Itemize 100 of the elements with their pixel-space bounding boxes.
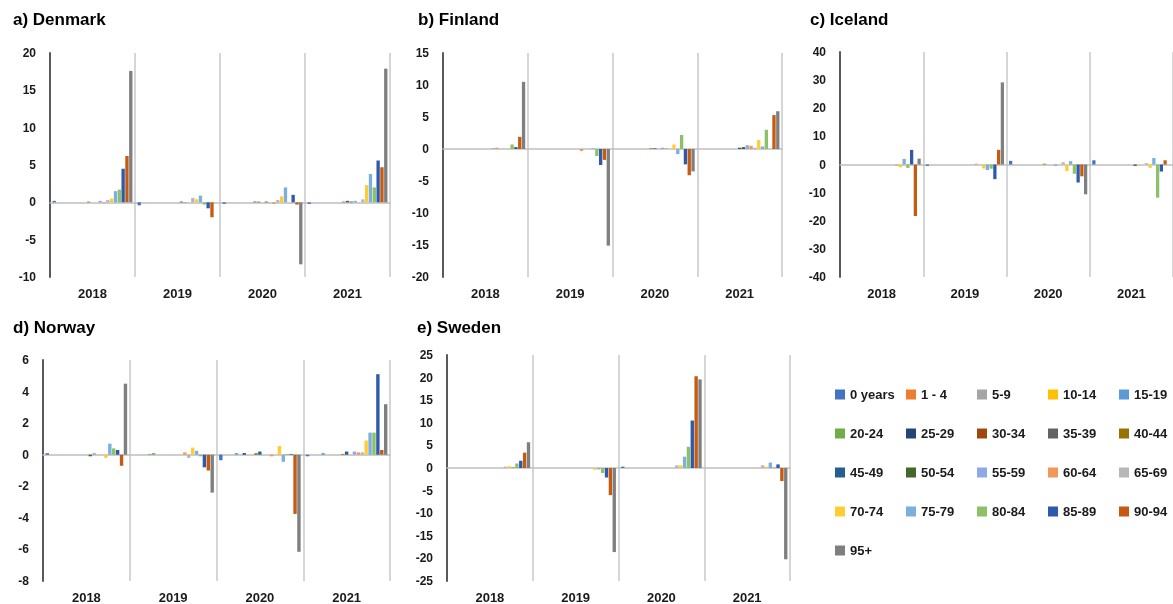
bar <box>917 158 921 165</box>
x-tick-label: 2018 <box>470 286 500 301</box>
bar <box>1009 160 1013 165</box>
bar <box>1068 161 1073 165</box>
bar <box>376 160 380 203</box>
y-tick-label: 0 <box>422 142 430 156</box>
legend-label: 75-79 <box>921 504 955 519</box>
legend-label: 85-89 <box>1063 504 1097 519</box>
x-tick-label: 2021 <box>332 590 362 604</box>
y-tick-label: 25 <box>419 348 434 362</box>
bar <box>989 164 993 169</box>
bar <box>384 68 388 203</box>
bar <box>772 115 776 149</box>
x-tick-label: 2020 <box>646 590 676 604</box>
bar <box>297 454 301 552</box>
y-tick-label: 10 <box>415 78 430 92</box>
y-tick-label: -20 <box>415 551 434 566</box>
legend-label: 0 years <box>850 387 895 402</box>
bar <box>906 164 910 168</box>
bar <box>219 454 223 461</box>
y-tick-label: -10 <box>18 270 37 284</box>
bar <box>1159 164 1163 172</box>
bar <box>757 140 761 149</box>
bar <box>1163 160 1167 165</box>
y-tick-label: 5 <box>422 110 430 124</box>
legend-label: 70-74 <box>850 504 885 519</box>
y-tick-label: -10 <box>415 506 434 521</box>
y-tick-label: -40 <box>808 270 827 284</box>
legend-label: 65-69 <box>1134 465 1168 480</box>
x-tick-label: 2021 <box>725 286 755 301</box>
bar <box>1065 164 1069 171</box>
bar <box>121 168 125 203</box>
bar <box>202 202 206 205</box>
y-tick-label: -30 <box>808 241 827 256</box>
legend-label: 95+ <box>850 543 873 558</box>
bar <box>380 449 384 455</box>
x-tick-label: 2020 <box>640 286 670 301</box>
bar <box>679 465 683 468</box>
y-tick-label: -15 <box>411 238 430 252</box>
y-tick-label: -4 <box>18 510 30 525</box>
legend-label: 60-64 <box>1063 465 1098 480</box>
y-tick-label: -20 <box>411 270 430 284</box>
bar <box>694 376 698 468</box>
bar <box>210 454 214 493</box>
bar <box>599 149 603 165</box>
bar <box>1000 82 1004 165</box>
legend-label: 40-44 <box>1134 426 1169 441</box>
y-tick-label: 15 <box>22 83 37 98</box>
y-tick-label: -25 <box>415 574 434 588</box>
y-tick-label: 6 <box>22 353 30 367</box>
y-tick-label: 40 <box>812 45 827 59</box>
legend-label: 30-34 <box>992 426 1027 441</box>
y-tick-label: 20 <box>22 46 37 60</box>
legend-label: 80-84 <box>992 504 1027 519</box>
bar <box>526 442 531 468</box>
x-tick-label: 2021 <box>333 286 362 301</box>
bar <box>913 164 917 216</box>
x-tick-label: 2018 <box>78 286 107 301</box>
bar <box>356 452 361 455</box>
bar <box>277 446 282 455</box>
bar <box>672 144 676 149</box>
y-tick-label: -2 <box>18 479 30 494</box>
bar <box>760 146 765 149</box>
y-tick-label: 20 <box>812 101 827 116</box>
legend-label: 50-54 <box>921 465 956 480</box>
x-tick-label: 2018 <box>71 590 101 604</box>
bar <box>137 202 141 206</box>
y-tick-label: -15 <box>415 528 434 543</box>
bar <box>993 164 997 180</box>
legend-label: 35-39 <box>1063 426 1097 441</box>
bar <box>112 448 116 455</box>
bar <box>1076 164 1080 183</box>
legend-label: 90-94 <box>1134 504 1169 519</box>
bar <box>129 70 133 203</box>
y-tick-label: 20 <box>419 370 434 385</box>
bar <box>1148 164 1152 168</box>
bar <box>364 440 368 455</box>
bar <box>293 454 297 514</box>
bar <box>372 187 376 203</box>
y-tick-label: -6 <box>18 542 30 557</box>
legend-label: 10-14 <box>1063 387 1098 402</box>
y-tick-label: -10 <box>808 185 827 200</box>
bar <box>909 149 914 165</box>
y-tick-label: -20 <box>808 213 827 228</box>
chart-title: a) Denmark <box>13 10 107 29</box>
bar <box>518 136 522 149</box>
bar <box>115 449 120 455</box>
y-tick-label: -5 <box>25 232 37 247</box>
bar <box>515 463 519 468</box>
bar <box>283 187 288 203</box>
bar <box>258 451 262 455</box>
bar <box>279 196 284 203</box>
bar <box>210 202 214 218</box>
bar <box>194 199 199 203</box>
x-tick-label: 2020 <box>1033 286 1063 301</box>
chart-title: d) Norway <box>13 318 96 337</box>
y-tick-label: -5 <box>418 174 430 188</box>
y-tick-label: 0 <box>819 157 827 172</box>
y-tick-label: 5 <box>426 438 434 453</box>
y-tick-label: -5 <box>422 483 434 498</box>
